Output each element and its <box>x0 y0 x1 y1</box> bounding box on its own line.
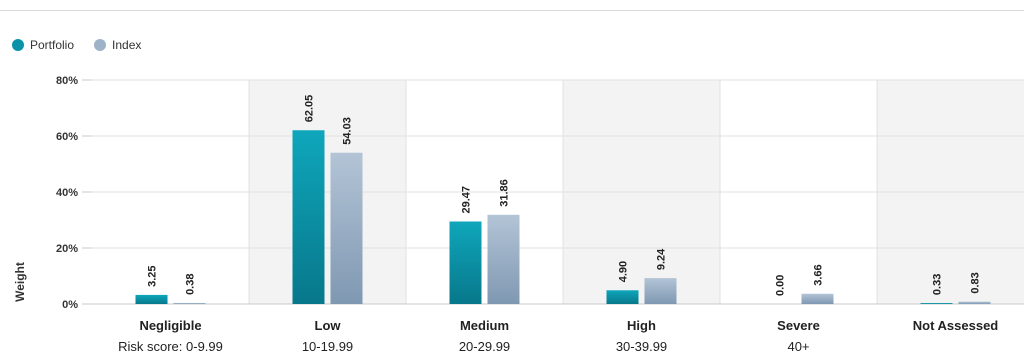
bar-index <box>801 293 834 304</box>
x-category-sublabel: Risk score: 0-9.99 <box>118 339 223 354</box>
data-label-portfolio: 0.00 <box>775 275 787 296</box>
data-label-portfolio: 4.90 <box>618 261 630 282</box>
data-label-portfolio: 29.47 <box>461 186 473 214</box>
x-category-label: High <box>627 318 656 333</box>
x-category-label: Medium <box>460 318 509 333</box>
x-category-label: Severe <box>777 318 820 333</box>
legend-marker-portfolio <box>12 39 24 51</box>
y-axis-title: Weight <box>13 262 27 302</box>
x-category-sublabel: 40+ <box>787 339 809 354</box>
bar-portfolio <box>292 130 325 304</box>
x-category-label: Low <box>315 318 342 333</box>
legend-marker-index <box>94 39 107 51</box>
bar-index <box>173 302 206 304</box>
x-category-label: Negligible <box>139 318 201 333</box>
data-label-index: 31.86 <box>499 179 511 207</box>
bar-portfolio <box>135 294 168 304</box>
bar-index <box>958 301 991 304</box>
data-label-index: 0.38 <box>185 274 197 295</box>
y-tick-label: 80% <box>56 75 78 87</box>
legend-label-index: Index <box>112 38 142 52</box>
legend-label-portfolio: Portfolio <box>30 38 75 52</box>
x-category-sublabel: 10-19.99 <box>302 339 353 354</box>
bar-index <box>644 278 677 304</box>
data-label-index: 3.66 <box>813 264 825 285</box>
data-label-index: 9.24 <box>656 248 668 270</box>
data-label-portfolio: 62.05 <box>304 95 316 123</box>
data-label-index: 0.83 <box>970 272 982 293</box>
y-tick-label: 60% <box>56 131 78 143</box>
bar-portfolio <box>606 290 639 304</box>
data-label-portfolio: 0.33 <box>932 274 944 295</box>
y-tick-label: 40% <box>56 187 78 199</box>
y-tick-label: 0% <box>62 299 78 311</box>
top-divider <box>0 10 1024 11</box>
bar-portfolio <box>449 221 482 304</box>
x-category-sublabel: 30-39.99 <box>616 339 667 354</box>
data-label-index: 54.03 <box>342 117 354 145</box>
data-label-portfolio: 3.25 <box>147 265 159 286</box>
bar-portfolio <box>920 303 953 304</box>
bar-index <box>330 152 363 304</box>
chart-legend: Portfolio Index <box>12 38 161 52</box>
x-category-sublabel: 20-29.99 <box>459 339 510 354</box>
legend-item-portfolio[interactable]: Portfolio <box>12 38 74 52</box>
x-category-label: Not Assessed <box>913 318 999 333</box>
y-tick-label: 20% <box>56 243 78 255</box>
bar-index <box>487 214 520 304</box>
legend-item-index[interactable]: Index <box>94 38 141 52</box>
